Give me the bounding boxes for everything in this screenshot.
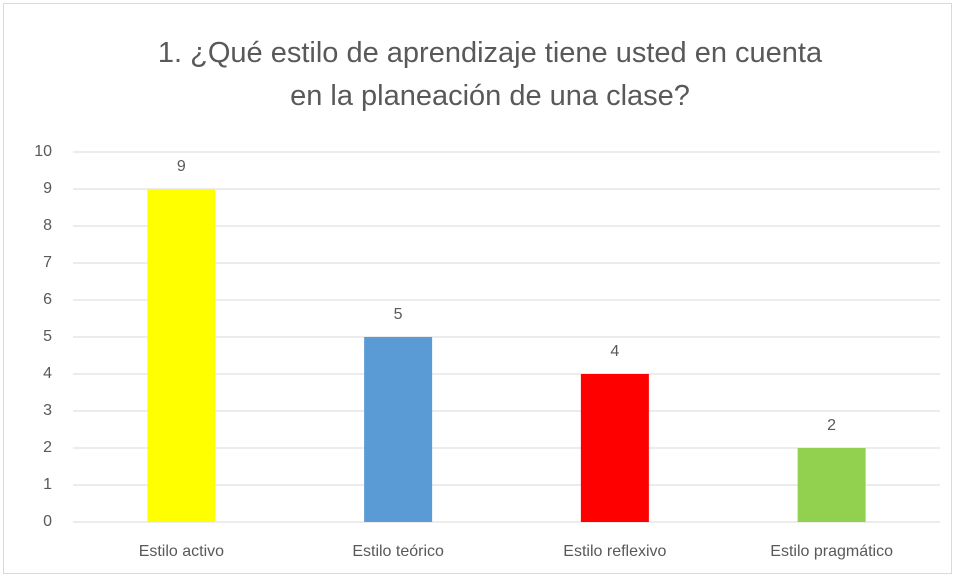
- value-label: 9: [177, 158, 186, 175]
- y-tick-label: 6: [43, 291, 52, 308]
- x-tick-label: Estilo teórico: [352, 543, 444, 560]
- x-tick-label: Estilo activo: [139, 543, 224, 560]
- bar: [147, 189, 216, 522]
- y-tick-label: 2: [43, 439, 52, 456]
- y-tick-label: 5: [43, 328, 52, 345]
- y-tick-label: 4: [43, 365, 52, 382]
- value-label: 2: [827, 417, 836, 434]
- y-tick-label: 0: [43, 513, 52, 530]
- y-tick-label: 9: [43, 180, 52, 197]
- x-tick-label: Estilo reflexivo: [563, 543, 666, 560]
- bar: [580, 374, 649, 522]
- chart-frame: [3, 3, 952, 574]
- bar: [364, 337, 433, 522]
- y-tick-label: 3: [43, 402, 52, 419]
- y-tick-label: 1: [43, 476, 52, 493]
- bar: [797, 448, 866, 522]
- value-label: 5: [394, 306, 403, 323]
- chart-title: 1. ¿Qué estilo de aprendizaje tiene uste…: [157, 37, 823, 112]
- y-tick-label: 10: [34, 143, 52, 160]
- y-tick-label: 7: [43, 254, 52, 271]
- value-label: 4: [610, 343, 619, 360]
- x-tick-label: Estilo pragmático: [770, 543, 893, 560]
- y-tick-label: 8: [43, 217, 52, 234]
